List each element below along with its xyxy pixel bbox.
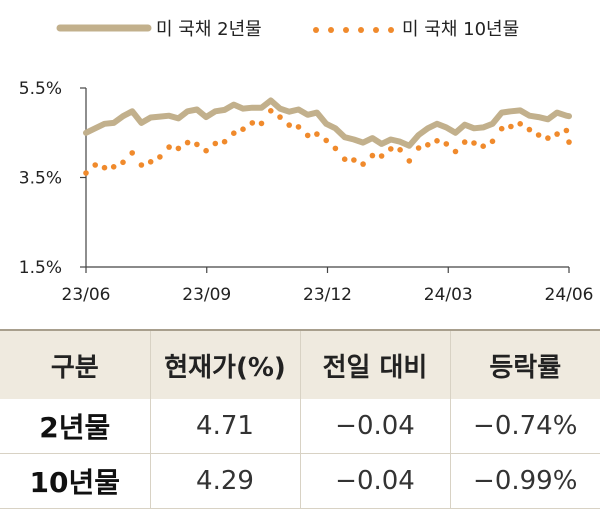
series-point-10y [489,138,496,145]
series-point-10y [157,154,163,160]
header-change: 전일 대비 [299,330,450,399]
series-point-10y [526,126,533,133]
yield-summary-table: 구분 현재가(%) 전일 대비 등락률 2년물 4.71 −0.04 −0.74… [0,329,600,509]
legend: 미 국채 2년물 미 국채 10년물 [56,19,519,40]
series-point-10y [286,122,293,128]
series-point-10y [120,159,126,166]
series-point-10y [566,139,572,145]
yield-chart: 미 국채 2년물 미 국채 10년물 5.5%3.5%1.5% 23/06 23/… [19,19,594,305]
x-tick-label: 23/09 [182,285,231,305]
series-point-10y [498,125,505,132]
series-point-10y [258,120,265,127]
series-point-10y [175,145,182,152]
table-row: 10년물 4.29 −0.04 −0.99% [0,453,600,509]
series-point-10y [388,146,394,152]
current-value: 4.29 [149,453,300,509]
current-value: 4.71 [149,399,300,454]
series-point-10y [110,164,117,170]
y-tick-label: 3.5% [19,169,62,189]
series-point-10y [212,140,219,147]
series-point-10y [406,158,413,164]
series-point-10y [147,159,154,165]
series-point-10y [471,140,477,146]
series-point-10y [517,121,523,127]
series-point-10y [295,124,302,130]
series-point-10y [434,138,440,144]
series-point-10y [443,141,450,147]
change-value: −0.04 [299,399,450,454]
x-tick-label: 24/06 [545,285,594,305]
series-point-10y [92,162,98,168]
y-tick-label: 5.5% [19,79,62,99]
series-point-10y [277,114,283,120]
series-point-10y [480,143,487,149]
series-point-10y [554,131,560,137]
series-point-10y [249,120,256,126]
series-point-10y [314,131,320,137]
series-point-10y [332,145,339,152]
x-tick-label: 23/06 [62,285,111,305]
table-row: 2년물 4.71 −0.04 −0.74% [0,399,600,454]
row-label: 10년물 [0,453,150,509]
series-point-10y [221,138,228,145]
series-point-10y [240,126,246,132]
series-point-10y [304,132,311,139]
header-change-rate: 등락률 [449,330,600,399]
series-point-10y [166,144,172,150]
series-point-10y [563,127,570,134]
header-category: 구분 [50,352,99,383]
series-point-10y [360,161,366,167]
series-point-10y [83,170,89,176]
series-line-2y [83,97,572,149]
x-tick-label: 24/03 [424,285,473,305]
series-point-10y [194,141,200,148]
series-point-10y [129,150,135,156]
y-tick-label: 1.5% [19,258,62,278]
change-value: −0.04 [299,453,450,509]
series-point-10y [545,135,551,141]
series-layer [83,97,572,176]
series-point-10y [369,152,376,159]
y-ticks: 5.5% 3.5% 1.5% [19,79,86,278]
series-point-10y [231,130,237,136]
legend-label-10y: 미 국채 10년물 [402,19,519,40]
change-rate: −0.74% [449,399,600,454]
series-point-10y [341,156,348,162]
legend-label-2y: 미 국채 2년물 [156,19,262,40]
series-point-10y [268,108,274,114]
change-rate: −0.99% [449,453,600,509]
legend-swatch-10y [313,27,394,33]
series-point-10y [461,139,468,145]
series-point-10y [535,132,542,138]
series-point-10y [508,123,514,130]
series-point-10y [415,145,422,151]
series-point-10y [101,164,108,171]
header-current: 현재가(%) [149,330,300,399]
series-point-10y [138,162,145,168]
series-point-10y [378,153,385,159]
series-point-10y [184,139,191,146]
series-point-10y [452,148,459,155]
x-ticks: 23/06 23/09 23/12 24/03 24/06 [62,267,594,305]
series-point-10y [425,142,431,148]
series-point-10y [351,157,357,163]
table-header-row: 구분 현재가(%) 전일 대비 등락률 [0,330,600,399]
row-label: 2년물 [0,399,150,454]
series-point-10y [397,147,403,153]
series-point-10y [323,137,330,144]
series-point-10y [203,147,209,154]
x-tick-label: 23/12 [303,285,352,305]
